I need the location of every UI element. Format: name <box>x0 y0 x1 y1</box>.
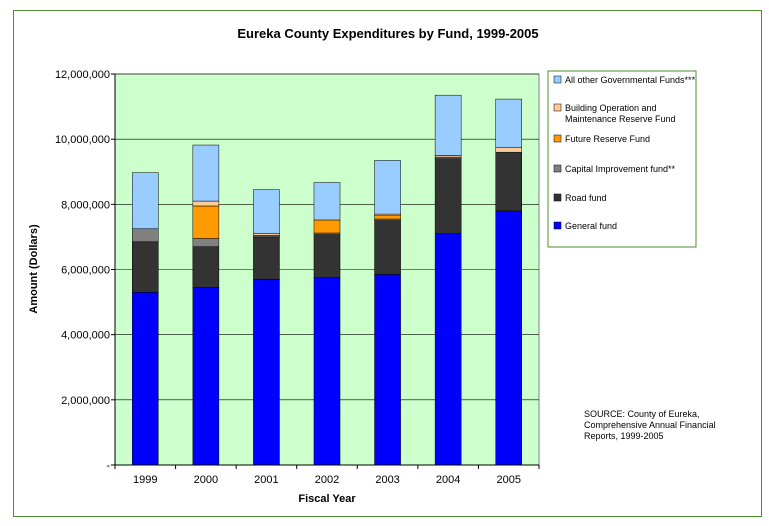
bar-all-other-governmental-funds-2000 <box>192 144 220 202</box>
x-tick-label: 2005 <box>496 474 520 486</box>
bar-general-fund-2000 <box>192 287 220 466</box>
legend-box <box>547 70 697 248</box>
bar-building-operation-and-maintenance-reserve-fund-2005 <box>495 147 522 153</box>
legend: All other Governmental Funds*** Building … <box>547 70 697 248</box>
legend-label: General fund <box>565 221 617 231</box>
bar-general-fund-2002 <box>313 277 341 466</box>
bar-road-fund-2005 <box>495 151 522 212</box>
bar-all-other-governmental-funds-2002 <box>313 182 341 221</box>
bar-road-fund-2001 <box>253 236 280 280</box>
legend-swatch <box>553 134 562 143</box>
bar-future-reserve-fund-2000 <box>192 205 220 239</box>
bar-capital-improvement-fund-1999 <box>132 228 159 243</box>
bar-road-fund-2002 <box>313 234 341 278</box>
chart-frame: Eureka County Expenditures by Fund, 1999… <box>13 10 762 517</box>
bar-general-fund-2003 <box>374 274 401 466</box>
y-tick-label: 4,000,000 <box>61 330 110 342</box>
y-tick-label: 12,000,000 <box>55 69 110 81</box>
legend-swatch <box>553 193 562 202</box>
y-tick-label: 2,000,000 <box>61 395 110 407</box>
bar-all-other-governmental-funds-2005 <box>495 98 522 148</box>
source-line: Reports, 1999-2005 <box>584 431 664 441</box>
bar-road-fund-2003 <box>374 220 401 275</box>
bar-future-reserve-fund-2002 <box>313 219 341 234</box>
x-tick-label: 2003 <box>375 474 399 486</box>
x-tick-label: 2004 <box>436 474 460 486</box>
x-tick-label: 1999 <box>133 474 157 486</box>
y-axis-title: Amount (Dollars) <box>28 224 40 314</box>
chart-title: Eureka County Expenditures by Fund, 1999… <box>237 26 538 41</box>
source-annotation: SOURCE: County of Eureka,Comprehensive A… <box>584 409 716 441</box>
legend-label: Future Reserve Fund <box>565 134 650 144</box>
legend-label: All other Governmental Funds*** <box>565 75 696 85</box>
legend-label: Road fund <box>565 193 607 203</box>
x-tick-label: 2000 <box>194 474 218 486</box>
bar-road-fund-2004 <box>434 158 462 234</box>
bar-all-other-governmental-funds-1999 <box>132 172 159 230</box>
bar-capital-improvement-fund-2000 <box>192 238 220 247</box>
x-axis-title: Fiscal Year <box>298 493 356 505</box>
legend-swatch <box>553 221 562 230</box>
bars <box>132 94 522 466</box>
bar-general-fund-2005 <box>495 210 522 466</box>
bar-all-other-governmental-funds-2001 <box>253 189 280 234</box>
source-line: SOURCE: County of Eureka, <box>584 409 700 419</box>
bar-general-fund-2004 <box>434 233 462 466</box>
x-tick-label: 2002 <box>315 474 339 486</box>
y-tick-label: - <box>106 460 110 472</box>
bar-general-fund-2001 <box>253 279 280 466</box>
chart-svg: Eureka County Expenditures by Fund, 1999… <box>28 26 716 505</box>
legend-label: Maintenance Reserve Fund <box>565 114 676 124</box>
bar-all-other-governmental-funds-2004 <box>434 94 462 156</box>
bar-all-other-governmental-funds-2003 <box>374 160 401 215</box>
y-tick-label: 6,000,000 <box>61 265 110 277</box>
x-tick-labels: 1999 2000 2001 2002 2003 2004 2005 <box>133 474 521 486</box>
y-tick-label: 8,000,000 <box>61 199 110 211</box>
legend-swatch <box>553 103 562 112</box>
bar-building-operation-and-maintenance-reserve-fund-2000 <box>192 200 220 207</box>
y-tick-label: 10,000,000 <box>55 134 110 146</box>
axes <box>114 74 540 469</box>
bar-future-reserve-fund-2003 <box>374 215 401 220</box>
bar-road-fund-2000 <box>192 246 220 288</box>
source-line: Comprehensive Annual Financial <box>584 420 716 430</box>
legend-label: Building Operation and <box>565 103 657 113</box>
y-tick-labels: - 2,000,000 4,000,000 6,000,000 8,000,000 10,… <box>55 69 110 472</box>
bar-general-fund-1999 <box>132 292 159 466</box>
legend-swatch <box>553 75 562 84</box>
legend-swatch <box>553 164 562 173</box>
bar-road-fund-1999 <box>132 241 159 293</box>
x-tick-label: 2001 <box>254 474 278 486</box>
legend-label: Capital Improvement fund** <box>565 164 676 174</box>
